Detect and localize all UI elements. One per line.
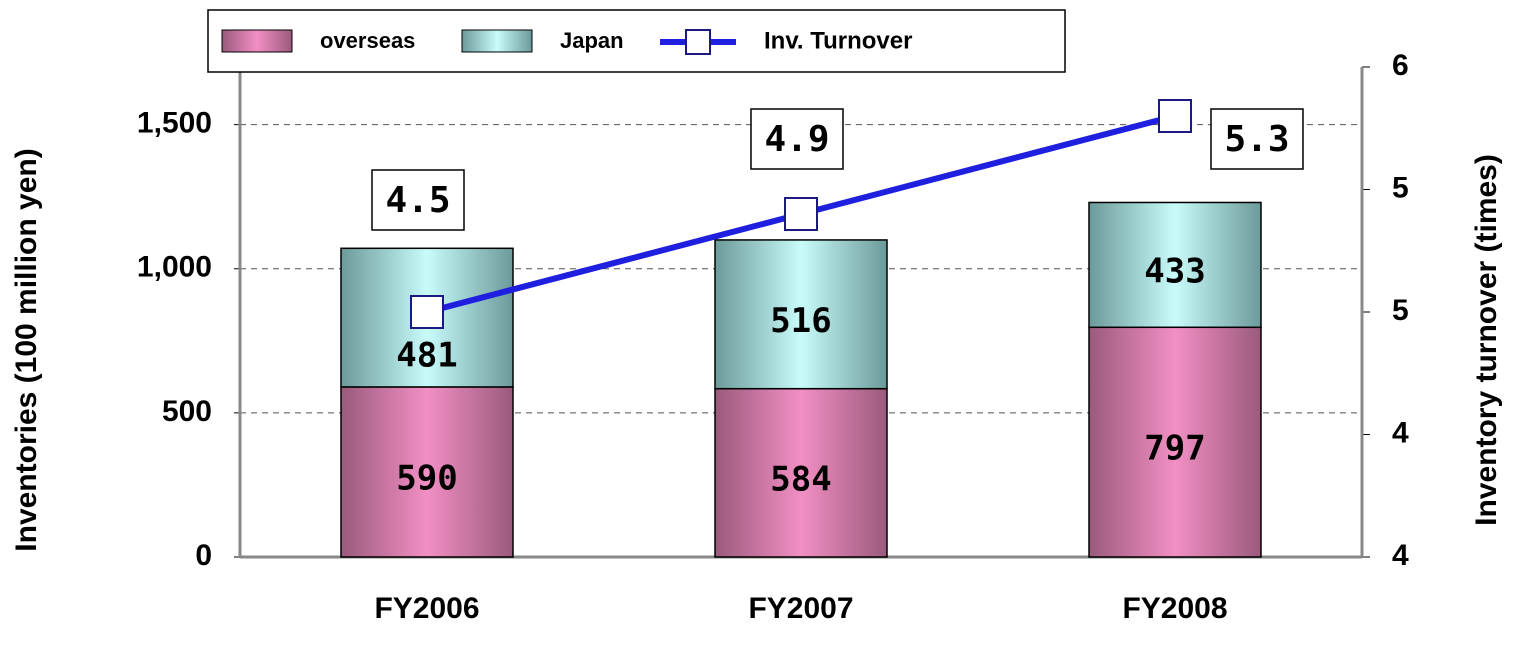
y2-tick-label: 5 [1392,294,1409,327]
data-label: 584 [770,459,831,499]
legend-label: Japan [560,28,624,53]
x-tick-label: FY2007 [748,592,853,625]
data-label: 5.3 [1224,119,1289,160]
legend-label: Inv. Turnover [764,27,912,54]
data-label: 433 [1144,251,1205,291]
legend-marker [685,29,711,55]
y-tick-label: 0 [195,539,212,572]
y-tick-label: 1,000 [137,251,212,284]
data-label: 4.9 [764,119,829,160]
y2-tick-label: 5 [1392,171,1409,204]
data-label: 797 [1144,429,1205,469]
data-label: 481 [396,335,457,375]
legend-swatch [461,29,533,53]
y-tick-label: 500 [162,395,212,428]
y-tick-label: 1,500 [137,107,212,140]
label-box [371,169,465,231]
data-label: 516 [770,301,831,341]
bar-segment [1088,201,1262,329]
label-box [750,108,844,170]
y2-tick-label: 4 [1392,416,1409,449]
bar-segment [714,239,888,390]
y2-tick-label: 6 [1392,49,1409,82]
label-box [1210,108,1304,170]
data-label: 4.5 [385,180,450,221]
y2-tick-label: 4 [1392,539,1409,572]
line-marker [1158,99,1192,133]
legend-label: overseas [320,28,415,53]
y-axis-label: Inventories (100 million yen) [10,148,43,551]
line-marker [784,197,818,231]
line-marker [410,295,444,329]
x-tick-label: FY2008 [1122,592,1227,625]
legend [207,9,1066,73]
data-label: 590 [396,458,457,498]
y2-axis-label: Inventory turnover (times) [1470,154,1503,526]
legend-swatch [221,29,293,53]
x-tick-label: FY2006 [374,592,479,625]
bar-segment [1088,326,1262,558]
